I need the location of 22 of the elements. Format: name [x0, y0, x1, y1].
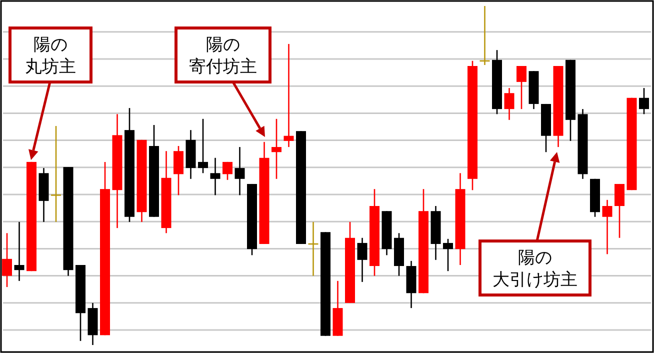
candlestick — [210, 157, 220, 196]
annotation: 陽の大引け坊主 — [492, 248, 578, 290]
candlestick — [602, 199, 612, 255]
candlestick — [50, 125, 62, 223]
candlestick — [222, 161, 232, 181]
candlestick — [308, 221, 319, 276]
candlestick — [174, 145, 184, 196]
candlestick — [198, 118, 208, 174]
annotation: 陽の丸坊主 — [25, 35, 76, 77]
candlestick — [272, 118, 282, 180]
candlestick — [614, 183, 624, 239]
candlestick — [2, 232, 12, 288]
candlestick — [234, 146, 245, 196]
annotation: 陽の寄付坊主 — [189, 35, 257, 77]
candlestick — [504, 87, 514, 121]
candlestick — [14, 221, 24, 282]
candlestick — [639, 87, 649, 115]
candlestick — [479, 5, 490, 66]
candlestick — [357, 237, 368, 283]
candlestick — [516, 65, 526, 110]
candlestick — [443, 238, 453, 272]
candlestick — [284, 43, 294, 148]
